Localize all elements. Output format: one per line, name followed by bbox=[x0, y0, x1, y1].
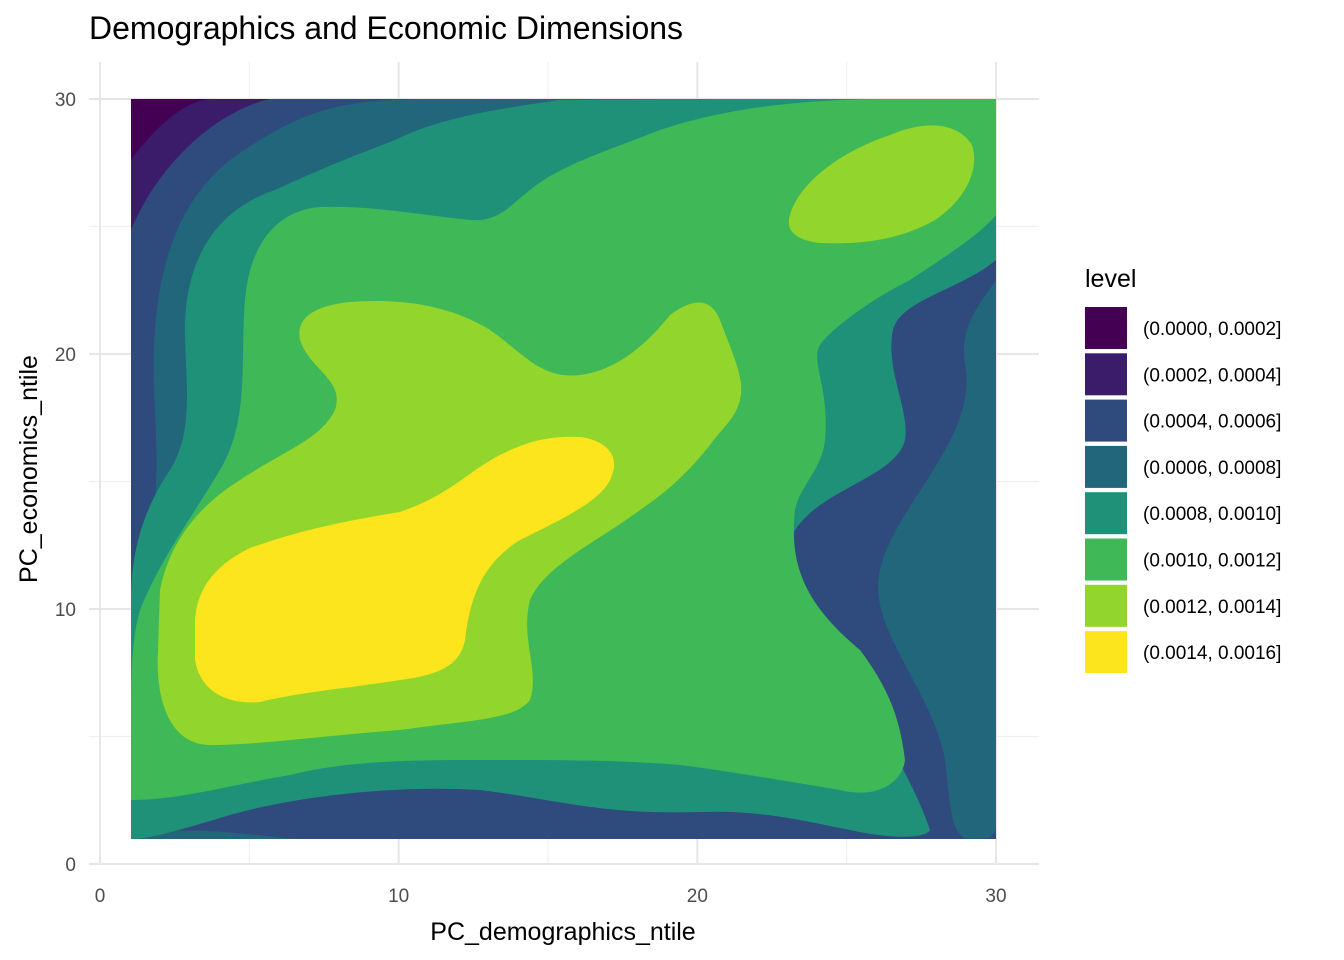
legend-swatch bbox=[1085, 538, 1127, 581]
legend-label: (0.0002, 0.0004] bbox=[1143, 365, 1281, 386]
legend-label: (0.0000, 0.0002] bbox=[1143, 319, 1281, 340]
y-axis-title: PC_economics_ntile bbox=[15, 355, 43, 583]
chart-title: Demographics and Economic Dimensions bbox=[89, 10, 683, 46]
y-tick-label: 20 bbox=[55, 345, 76, 366]
legend-label: (0.0006, 0.0008] bbox=[1143, 458, 1281, 479]
x-tick-label: 20 bbox=[687, 886, 708, 907]
legend-swatch bbox=[1085, 492, 1127, 535]
x-tick-label: 30 bbox=[985, 886, 1006, 907]
y-tick-label: 0 bbox=[65, 855, 76, 876]
legend-swatch bbox=[1085, 353, 1127, 396]
x-axis-title: PC_demographics_ntile bbox=[430, 918, 695, 946]
legend-label: (0.0010, 0.0012] bbox=[1143, 551, 1281, 572]
legend-label: (0.0004, 0.0006] bbox=[1143, 412, 1281, 433]
legend-label: (0.0008, 0.0010] bbox=[1143, 504, 1281, 525]
contour-peak-lower-right bbox=[792, 750, 818, 770]
x-axis-ticks: 0 10 20 30 bbox=[95, 886, 1007, 907]
y-axis-ticks: 0 10 20 30 bbox=[55, 90, 76, 876]
legend: level (0.0000, 0.0002] (0.0002, 0.0004] (0… bbox=[1085, 265, 1281, 674]
legend-swatch bbox=[1085, 307, 1127, 349]
y-tick-label: 10 bbox=[55, 600, 76, 621]
y-tick-label: 30 bbox=[55, 90, 76, 111]
legend-swatch bbox=[1085, 631, 1127, 674]
legend-swatch bbox=[1085, 445, 1127, 488]
contour-peak-upper-right bbox=[788, 125, 975, 244]
contour-band-level-8 bbox=[195, 436, 615, 703]
x-tick-label: 0 bbox=[95, 886, 106, 907]
legend-label: (0.0012, 0.0014] bbox=[1143, 597, 1281, 618]
legend-label: (0.0014, 0.0016] bbox=[1143, 643, 1281, 664]
legend-swatch bbox=[1085, 399, 1127, 442]
legend-swatch bbox=[1085, 584, 1127, 627]
x-tick-label: 10 bbox=[388, 886, 409, 907]
density-contours bbox=[131, 99, 996, 839]
legend-title: level bbox=[1085, 265, 1136, 293]
